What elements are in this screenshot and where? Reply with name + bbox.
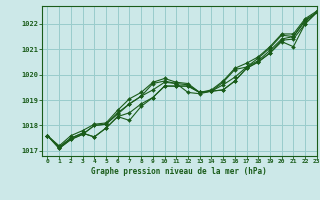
X-axis label: Graphe pression niveau de la mer (hPa): Graphe pression niveau de la mer (hPa) bbox=[91, 167, 267, 176]
